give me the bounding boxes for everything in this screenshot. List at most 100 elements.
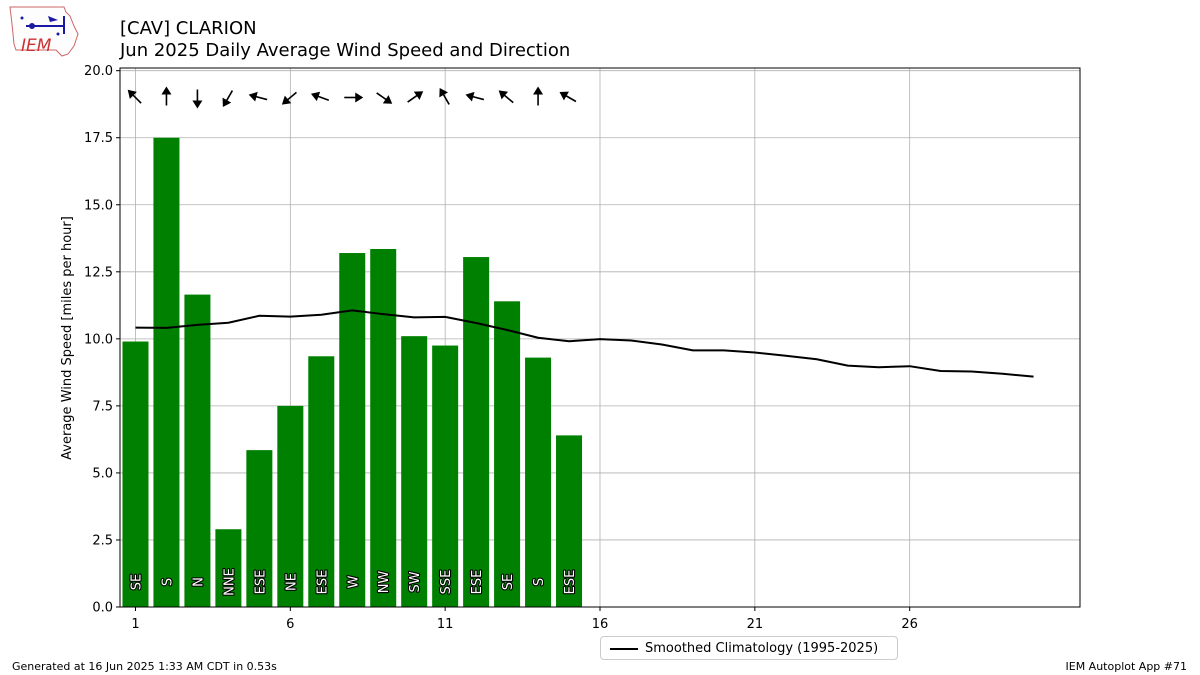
direction-arrow-day-9 (376, 92, 393, 104)
wind-bar-day-2 (153, 137, 180, 608)
arrow-head (127, 89, 137, 99)
wind-bar-day-3 (184, 294, 211, 607)
direction-arrow-day-4 (222, 90, 234, 108)
direction-arrow-day-8 (344, 92, 364, 103)
direction-arrows (127, 86, 577, 109)
direction-label-day-9: NW (377, 571, 392, 594)
x-tick-label: 21 (747, 617, 764, 632)
y-tick-label: 12.5 (84, 265, 113, 280)
bars (122, 137, 583, 608)
arrow-shaft (317, 95, 330, 101)
arrow-shaft (132, 94, 142, 104)
direction-label-day-14: S (532, 578, 547, 586)
wind-bar-day-5 (246, 450, 273, 607)
direction-arrow-day-7 (310, 91, 330, 102)
arrow-head (161, 86, 172, 95)
direction-arrow-day-13 (498, 90, 514, 104)
y-tick-label: 7.5 (92, 399, 113, 414)
direction-label-day-15: ESE (563, 570, 578, 595)
wind-bar-day-8 (339, 253, 366, 607)
wind-bar-day-9 (370, 249, 397, 608)
direction-arrow-day-11 (439, 87, 450, 105)
legend-line-swatch (610, 648, 638, 650)
iem-logo: IEM (9, 6, 79, 57)
climatology-series-line (135, 309, 1034, 378)
wind-bar-day-7 (308, 356, 335, 607)
legend-label: Smoothed Climatology (1995-2025) (645, 641, 879, 656)
wind-bar-day-10 (401, 336, 428, 607)
chart-title-station: [CAV] CLARION (120, 18, 257, 39)
y-tick-label: 10.0 (84, 332, 113, 347)
direction-labels: SE S N NNE ESE NE ESE W NW SW SSE ESE SE S ESE (128, 567, 579, 597)
direction-arrow-day-3 (192, 89, 203, 109)
y-tick-label: 2.5 (92, 533, 113, 548)
direction-arrow-day-14 (533, 86, 544, 106)
wind-bar-day-4 (215, 529, 242, 607)
y-tick-label: 0.0 (92, 601, 113, 616)
arrow-head (248, 91, 258, 102)
arrow-head (439, 87, 448, 98)
wind-bar-day-14 (525, 357, 552, 607)
y-tick-label: 20.0 (84, 64, 113, 79)
wind-bar-day-13 (494, 301, 521, 607)
direction-label-day-12: ESE (470, 570, 485, 595)
direction-label-day-1: SE (129, 574, 144, 590)
arrow-shaft (255, 95, 268, 101)
generated-timestamp: Generated at 16 Jun 2025 1:33 AM CDT in … (12, 660, 277, 673)
direction-arrow-day-5 (248, 91, 268, 102)
direction-label-day-10: SW (408, 571, 423, 592)
arrow-head (498, 90, 509, 100)
wind-bar-day-15 (556, 435, 583, 607)
direction-arrow-day-6 (281, 91, 297, 105)
direction-label-day-7: ESE (315, 570, 330, 595)
climatology-line (135, 309, 1034, 378)
direction-label-day-5: ESE (253, 570, 268, 595)
y-tick-label: 5.0 (92, 466, 113, 481)
arrow-shaft (376, 92, 387, 101)
direction-label-day-13: SE (501, 574, 516, 590)
arrow-shaft (472, 95, 485, 101)
direction-label-day-3: N (191, 577, 206, 587)
logo-text: IEM (21, 36, 52, 56)
arrow-head (281, 95, 292, 105)
direction-label-day-8: W (346, 575, 361, 588)
direction-label-day-2: S (160, 578, 175, 586)
arrow-shaft (565, 94, 577, 103)
direction-arrow-day-12 (465, 91, 485, 102)
arrow-head (533, 86, 544, 95)
arrow-shaft (286, 91, 297, 101)
x-tick-label: 11 (437, 617, 454, 632)
arrow-head (310, 91, 321, 102)
wind-bar-day-6 (277, 405, 304, 607)
arrow-head (355, 92, 364, 103)
app-credit: IEM Autoplot App #71 (1065, 660, 1188, 673)
direction-arrow-day-2 (161, 86, 172, 106)
wind-bar-day-1 (122, 341, 149, 607)
direction-label-day-6: NE (284, 573, 299, 591)
direction-arrow-day-10 (407, 91, 424, 103)
x-tick-label: 1 (131, 617, 139, 632)
wind-bar-day-12 (463, 257, 490, 607)
x-tick-label: 26 (901, 617, 918, 632)
y-axis-label: Average Wind Speed [miles per hour] (60, 216, 75, 460)
arrow-head (222, 97, 232, 108)
y-tick-label: 17.5 (84, 131, 113, 146)
arrow-shaft (442, 93, 450, 105)
arrow-head (413, 91, 424, 100)
direction-arrow-day-1 (127, 89, 142, 104)
axis-ticks: 1 6 11 16 21 260.02.55.07.510.012.515.017.520… (84, 64, 918, 632)
x-tick-label: 16 (592, 617, 609, 632)
arrow-head (465, 91, 475, 102)
x-tick-label: 6 (286, 617, 294, 632)
arrow-shaft (407, 94, 418, 103)
legend: Smoothed Climatology (1995-2025) (600, 636, 898, 660)
arrow-head (192, 100, 203, 109)
direction-arrow-day-15 (559, 91, 577, 103)
chart-title-period: Jun 2025 Daily Average Wind Speed and Di… (120, 40, 571, 61)
wind-bar-day-11 (432, 345, 459, 607)
arrow-shaft (503, 94, 514, 104)
arrow-head (559, 91, 569, 101)
y-tick-label: 15.0 (84, 198, 113, 213)
direction-label-day-4: NNE (222, 568, 237, 596)
